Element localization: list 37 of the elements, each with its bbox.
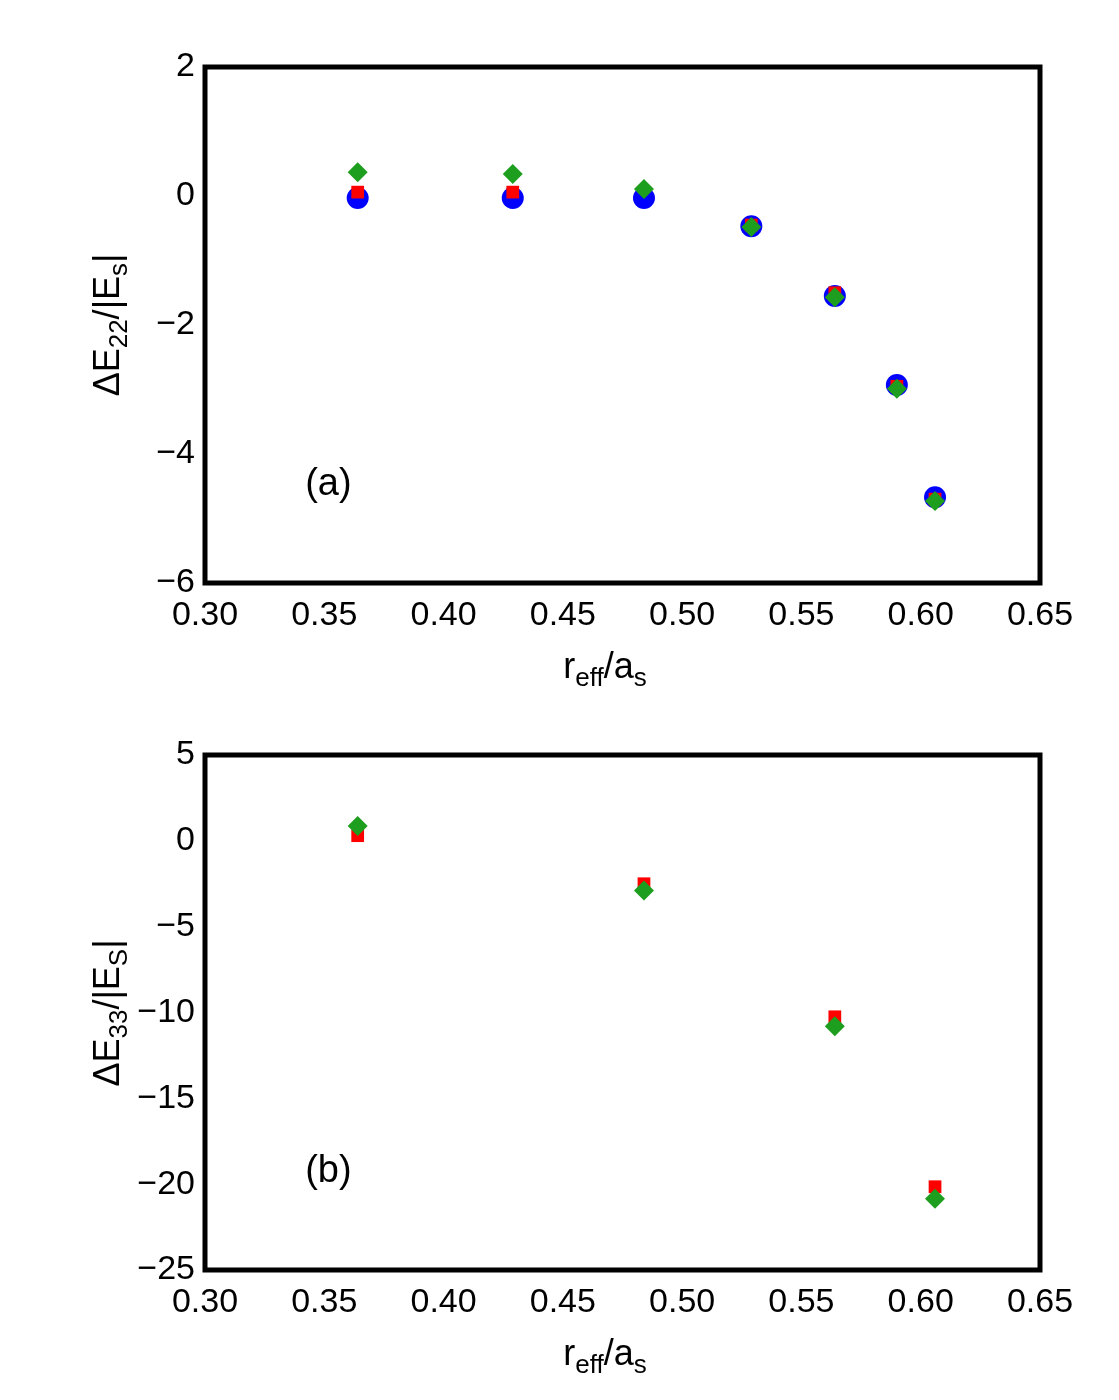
x-tick-label: 0.40: [410, 1280, 477, 1319]
point: [824, 1016, 845, 1037]
point: [925, 491, 946, 512]
y-tick-label: −15: [137, 1076, 195, 1115]
y-tick-label: −5: [156, 905, 195, 944]
point: [347, 162, 368, 183]
x-axis-title: r$_{eff}$/a$_{s}$: [563, 645, 647, 694]
y-tick-label: 0: [176, 174, 195, 213]
annotation: (a): [305, 461, 352, 504]
x-tick-label: 0.35: [291, 593, 358, 632]
x-tick-label: 0.45: [529, 1280, 596, 1319]
point: [347, 815, 368, 836]
y-tick-label: −10: [137, 990, 195, 1029]
x-tick-label: 0.40: [410, 593, 477, 632]
x-tick-label: 0.35: [291, 1280, 358, 1319]
point: [925, 1188, 946, 1209]
y-tick-label: −4: [156, 432, 195, 471]
x-tick-label: 0.60: [887, 593, 954, 632]
x-tick-label: 0.65: [1006, 593, 1074, 632]
x-tick-label: 0.50: [649, 593, 716, 632]
x-tick-label: 0.45: [529, 593, 596, 632]
point: [502, 164, 523, 185]
x-axis-title: r$_{eff}$/a$_{s}$: [563, 1332, 647, 1381]
x-tick-label: 0.60: [887, 1280, 954, 1319]
y-tick-label: 5: [176, 733, 195, 772]
y-tick-label: 0: [176, 819, 195, 858]
point: [633, 880, 654, 901]
x-tick-label: 0.55: [768, 1280, 835, 1319]
x-tick-label: 0.55: [768, 593, 835, 632]
annotation: (b): [305, 1148, 352, 1191]
x-tick-label: 0.50: [649, 1280, 716, 1319]
point: [886, 378, 907, 399]
y-tick-label: 2: [176, 45, 195, 84]
y-tick-label: −2: [156, 303, 195, 342]
y-tick-label: −20: [137, 1162, 195, 1201]
point: [633, 178, 654, 199]
x-tick-label: 0.65: [1006, 1280, 1074, 1319]
